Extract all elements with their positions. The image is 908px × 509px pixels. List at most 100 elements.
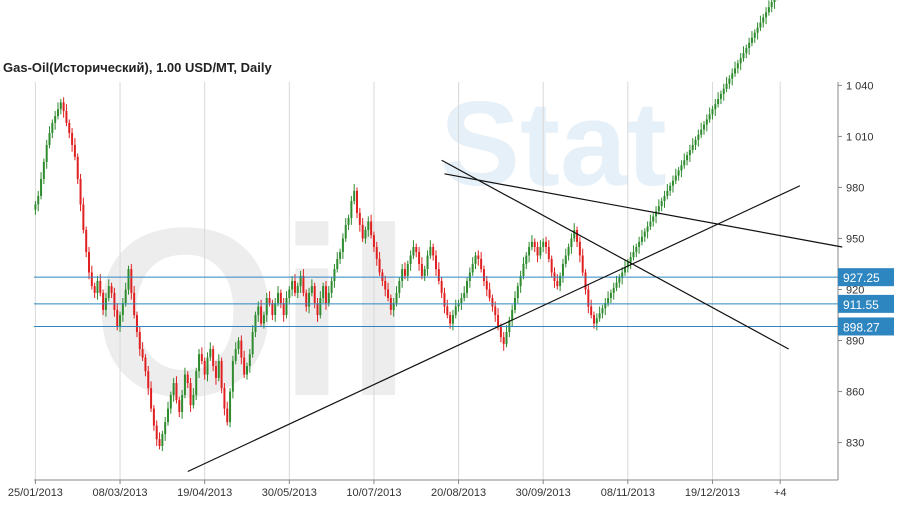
candle-body [116, 309, 119, 327]
candle-body [240, 340, 243, 358]
trendline-support [187, 185, 801, 473]
candle-body [198, 354, 201, 372]
candle-body [485, 281, 488, 290]
candle-body [719, 93, 722, 100]
candle-body [717, 99, 720, 105]
candle-body [753, 32, 756, 38]
candle-body [220, 360, 223, 389]
candle-body [302, 275, 305, 293]
candle-body [79, 178, 82, 205]
candle-body [223, 388, 226, 409]
candle-body [660, 201, 663, 207]
candle-body [629, 257, 632, 263]
price-level-label: 898.27 [843, 320, 880, 334]
candle-body [378, 258, 381, 273]
candle-body [288, 289, 291, 299]
candle-body [234, 349, 237, 361]
candle-body [409, 255, 412, 264]
candle-body [333, 269, 336, 281]
candle-body [626, 262, 629, 268]
candle-body [88, 252, 91, 273]
price-level-label: 911.55 [843, 298, 879, 312]
candle-body [308, 292, 311, 307]
candle-body [181, 394, 184, 412]
candle-body [731, 73, 734, 79]
candle-body [226, 408, 229, 423]
candle-body [37, 195, 40, 205]
candle-body [437, 269, 440, 281]
y-tick-label: 950 [846, 233, 864, 245]
candle-body [429, 246, 432, 256]
candle-body [457, 303, 460, 307]
candle-body [570, 238, 573, 247]
candle-body [533, 241, 536, 247]
candle-body [460, 298, 463, 304]
candle-body [245, 366, 248, 375]
candle-body [748, 42, 751, 48]
candle-body [632, 252, 635, 258]
candle-body [728, 78, 731, 84]
candle-body [387, 289, 390, 299]
candle-body [592, 315, 595, 324]
candle-body [90, 272, 93, 287]
watermark-text: Oil [92, 178, 412, 446]
x-tick-label: 30/05/2013 [262, 487, 317, 499]
candle-body [745, 47, 748, 54]
candle-body [347, 218, 350, 225]
candle-body [54, 116, 57, 123]
candle-body [762, 17, 765, 23]
candle-body [615, 282, 618, 288]
candle-body [186, 374, 189, 384]
candle-body [674, 175, 677, 181]
candle-body [638, 241, 641, 247]
candle-body [722, 88, 725, 94]
candle-body [330, 281, 333, 293]
candle-body [652, 216, 655, 222]
candle-body [68, 122, 71, 134]
candle-body [765, 12, 768, 18]
candle-body [398, 281, 401, 293]
trendline-channel [441, 159, 789, 350]
candle-body [671, 180, 674, 186]
candle-body [316, 303, 319, 316]
candle-body [773, 0, 776, 3]
candle-body [643, 231, 646, 237]
candle-body [62, 102, 65, 111]
candle-body [291, 281, 294, 290]
candle-body [587, 289, 590, 307]
candle-body [725, 83, 728, 89]
candle-body [767, 7, 770, 13]
candle-body [621, 272, 624, 278]
candle-body [666, 190, 669, 196]
candle-body [542, 241, 545, 247]
candle-body [34, 204, 37, 210]
candle-body [691, 144, 694, 151]
candle-body [260, 306, 263, 324]
candle-body [161, 434, 164, 446]
candle-body [341, 238, 344, 253]
y-tick-label: 1 040 [846, 80, 874, 92]
candle-body [491, 298, 494, 307]
x-tick-label: +4 [774, 487, 787, 499]
candle-body [525, 255, 528, 264]
candle-body [403, 269, 406, 276]
chart-title: Gas-Oil(Исторический), 1.00 USD/MT, Dail… [3, 60, 272, 75]
candle-body [618, 277, 621, 283]
candle-body [697, 134, 700, 140]
candle-body [169, 394, 172, 409]
candle-body [502, 337, 505, 344]
candle-body [113, 292, 116, 310]
candle-body [451, 315, 454, 324]
candle-body [516, 286, 519, 299]
candle-body [655, 211, 658, 217]
candle-body [262, 315, 265, 324]
candle-body [556, 281, 559, 287]
candle-body [135, 315, 138, 333]
candle-body [657, 206, 660, 212]
candle-body [268, 298, 271, 304]
candle-body [686, 155, 689, 161]
candle-body [285, 298, 288, 316]
candle-body [319, 298, 322, 316]
candle-body [313, 286, 316, 304]
